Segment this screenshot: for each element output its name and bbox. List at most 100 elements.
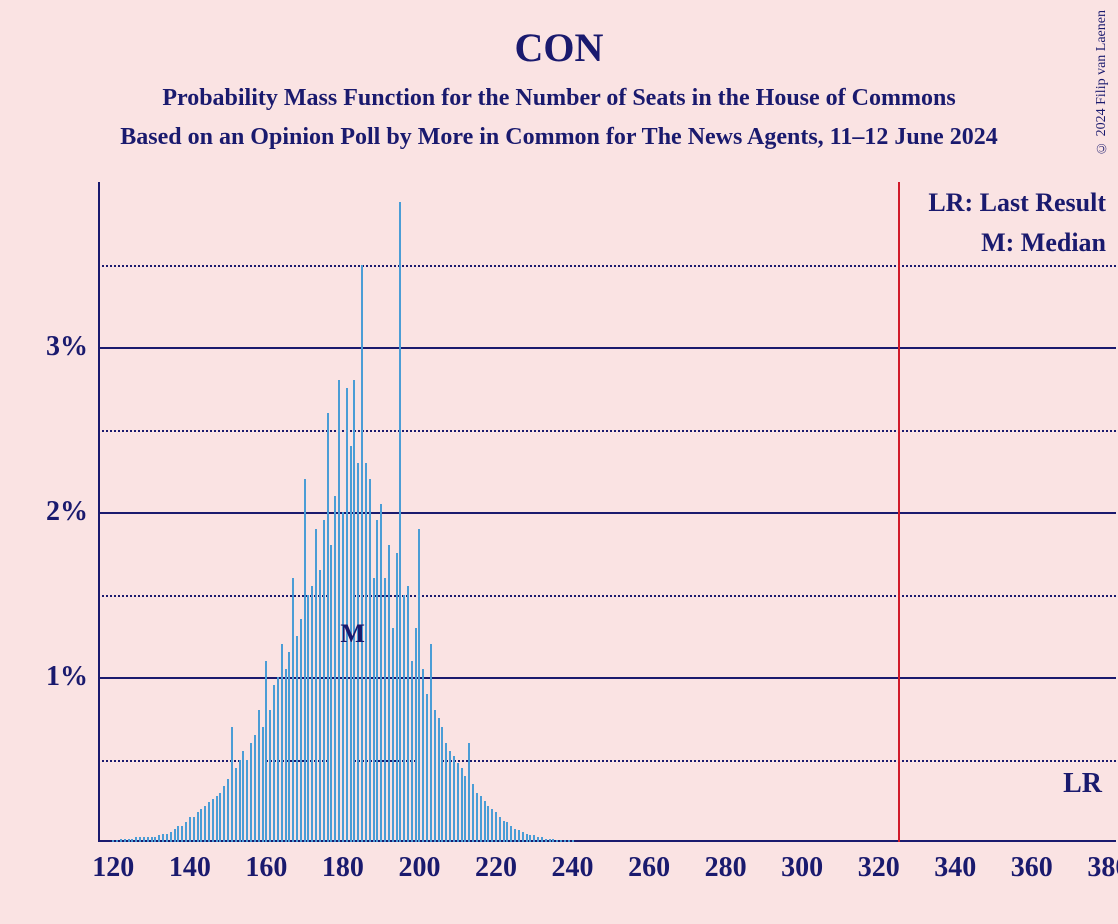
pmf-bar — [373, 578, 375, 842]
pmf-bar — [495, 812, 497, 842]
pmf-bar — [457, 763, 459, 842]
pmf-bar — [556, 840, 558, 842]
pmf-bar — [533, 835, 535, 842]
pmf-bar — [476, 793, 478, 843]
pmf-bar — [510, 826, 512, 843]
pmf-bar — [219, 793, 221, 843]
pmf-bar — [300, 619, 302, 842]
pmf-bar — [514, 829, 516, 842]
pmf-bar — [403, 595, 405, 843]
y-tick-label: 2% — [46, 496, 88, 528]
pmf-bar — [564, 840, 566, 842]
pmf-bar — [461, 768, 463, 842]
gridline-major — [98, 512, 1116, 514]
pmf-bar — [499, 817, 501, 842]
legend-median: M: Median — [981, 228, 1106, 258]
x-tick-label: 180 — [322, 852, 364, 884]
pmf-bar — [472, 784, 474, 842]
pmf-bar — [560, 840, 562, 842]
pmf-bar — [212, 799, 214, 842]
pmf-bar — [269, 710, 271, 842]
copyright-text: © 2024 Filip van Laenen — [1094, 10, 1110, 155]
pmf-bar — [304, 479, 306, 842]
pmf-bar — [128, 839, 130, 842]
pmf-bar — [139, 837, 141, 842]
pmf-bar — [522, 832, 524, 842]
pmf-bar — [441, 727, 443, 843]
pmf-bar — [162, 834, 164, 842]
pmf-bar — [380, 504, 382, 842]
pmf-bar — [407, 586, 409, 842]
pmf-bar — [418, 529, 420, 843]
x-tick-label: 220 — [475, 852, 517, 884]
y-tick-label: 1% — [46, 661, 88, 693]
pmf-bar — [307, 595, 309, 843]
pmf-bar — [154, 837, 156, 842]
pmf-bar — [223, 786, 225, 842]
pmf-bar — [541, 837, 543, 842]
pmf-bar — [170, 832, 172, 842]
x-tick-label: 160 — [245, 852, 287, 884]
pmf-bar — [112, 840, 114, 842]
chart-title: CON — [0, 0, 1118, 71]
chart-subtitle-2: Based on an Opinion Poll by More in Comm… — [0, 124, 1118, 151]
pmf-bar — [552, 839, 554, 842]
pmf-bar — [185, 822, 187, 842]
gridline-minor — [98, 595, 1116, 597]
pmf-bar — [177, 826, 179, 843]
pmf-bar — [135, 837, 137, 842]
pmf-bar — [242, 751, 244, 842]
pmf-bar — [208, 802, 210, 842]
gridline-major — [98, 347, 1116, 349]
pmf-bar — [315, 529, 317, 843]
pmf-bar — [227, 779, 229, 842]
pmf-bar — [265, 661, 267, 843]
pmf-bar — [235, 768, 237, 842]
x-tick-label: 140 — [169, 852, 211, 884]
pmf-bar — [388, 545, 390, 842]
pmf-bar — [549, 839, 551, 842]
pmf-bar — [365, 463, 367, 843]
chart-subtitle-1: Probability Mass Function for the Number… — [0, 85, 1118, 112]
gridline-minor — [98, 265, 1116, 267]
pmf-bar — [288, 652, 290, 842]
chart-plot-area: 1%2%3%1201401601802002202402602803003203… — [98, 182, 1116, 842]
pmf-bar — [526, 834, 528, 842]
pmf-bar — [506, 822, 508, 842]
pmf-bar — [464, 776, 466, 842]
pmf-bar — [411, 661, 413, 843]
pmf-bar — [480, 796, 482, 842]
legend-last-result: LR: Last Result — [928, 188, 1106, 218]
pmf-bar — [216, 796, 218, 842]
pmf-bar — [246, 760, 248, 843]
pmf-bar — [487, 806, 489, 842]
pmf-bar — [434, 710, 436, 842]
pmf-bar — [346, 388, 348, 842]
pmf-bar — [430, 644, 432, 842]
pmf-bar — [453, 756, 455, 842]
x-tick-label: 200 — [398, 852, 440, 884]
pmf-bar — [361, 265, 363, 843]
pmf-bar — [545, 839, 547, 842]
pmf-bar — [277, 677, 279, 842]
pmf-bar — [338, 380, 340, 842]
pmf-bar — [415, 628, 417, 843]
pmf-bar — [353, 380, 355, 842]
x-tick-label: 340 — [934, 852, 976, 884]
pmf-bar — [396, 553, 398, 842]
pmf-bar — [342, 512, 344, 842]
x-tick-label: 240 — [552, 852, 594, 884]
pmf-bar — [518, 830, 520, 842]
pmf-bar — [285, 669, 287, 842]
x-tick-label: 380 — [1087, 852, 1118, 884]
pmf-bar — [116, 840, 118, 842]
pmf-bar — [503, 821, 505, 842]
pmf-bar — [422, 669, 424, 842]
pmf-bar — [166, 834, 168, 842]
pmf-bar — [438, 718, 440, 842]
pmf-bar — [327, 413, 329, 842]
pmf-bar — [231, 727, 233, 843]
pmf-bar — [131, 839, 133, 842]
pmf-bar — [204, 806, 206, 842]
x-tick-label: 360 — [1011, 852, 1053, 884]
